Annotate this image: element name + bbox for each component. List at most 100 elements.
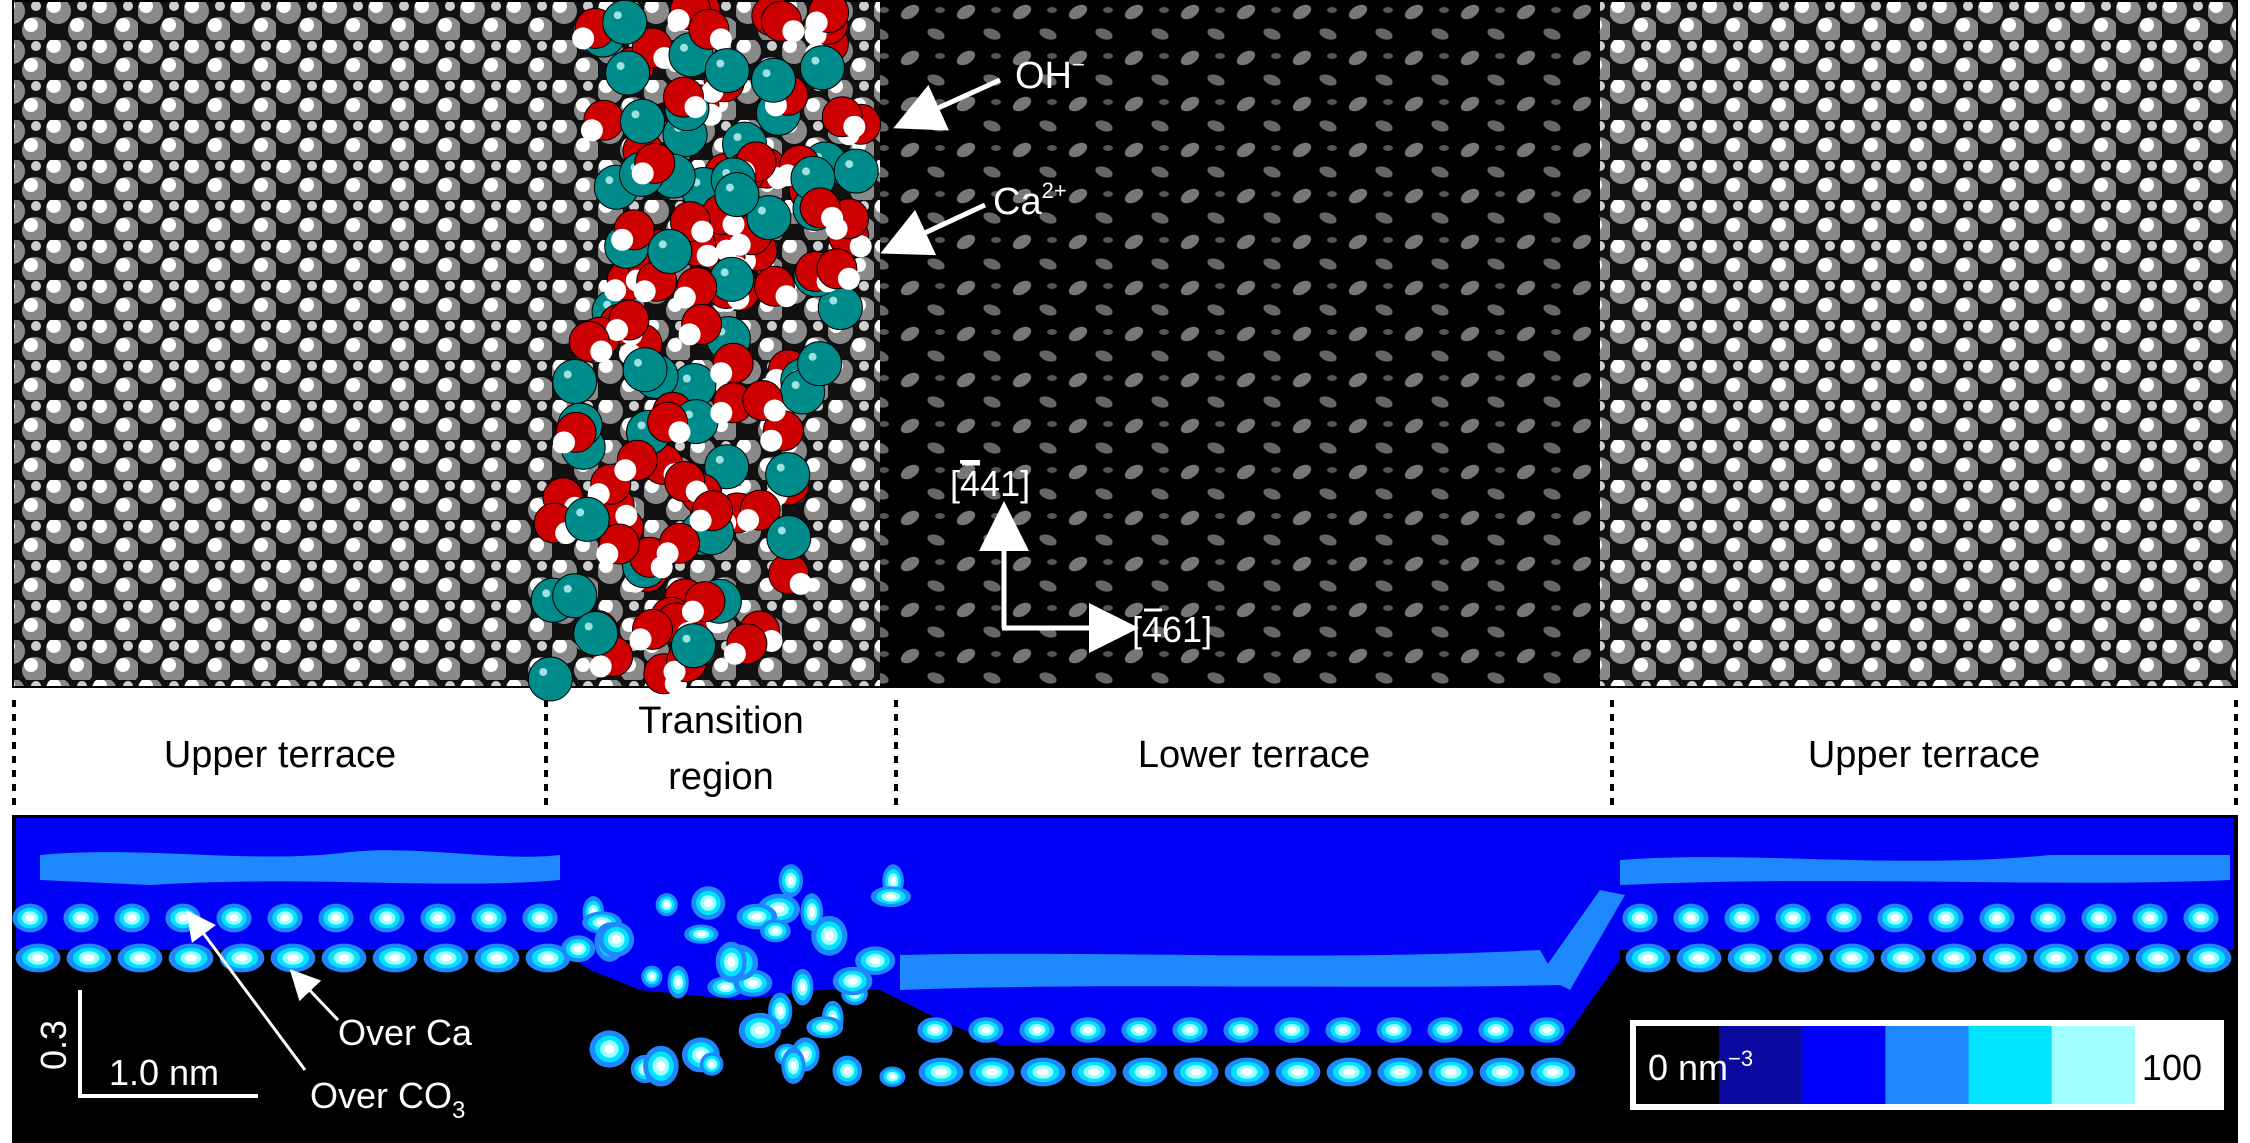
molecule [765, 452, 811, 498]
colorbar-strip [1636, 1026, 2219, 1104]
density-spot [684, 924, 719, 944]
density-spot [643, 1045, 679, 1087]
axis-right-label: [461] [1132, 609, 1212, 650]
molecular-snapshot: OH− Ca2+ [441] [461] [12, 0, 2238, 702]
lower-terrace-surface [880, 2, 1600, 686]
molecule [596, 523, 640, 565]
molecule [664, 461, 708, 503]
density-spot [879, 1066, 906, 1087]
step-edge-layer [1540, 890, 1625, 990]
density-spot [63, 903, 99, 933]
density-spot [471, 903, 507, 933]
molecule [681, 581, 726, 623]
density-spot [2135, 943, 2181, 973]
molecule [631, 142, 676, 185]
density-spot [420, 903, 456, 933]
density-spot [1325, 1017, 1361, 1043]
density-spot [423, 943, 469, 973]
ca-arrow [880, 202, 987, 256]
density-spot [811, 915, 848, 956]
density-spot [1071, 1057, 1117, 1087]
molecule [746, 195, 792, 241]
density-spot [870, 886, 912, 907]
density-spot [700, 1052, 724, 1076]
molecule [768, 553, 812, 595]
density-spot [1775, 903, 1811, 933]
density-spot [2084, 943, 2130, 973]
density-spot [641, 965, 663, 988]
molecule [833, 148, 879, 194]
density-spot [969, 1057, 1015, 1087]
region-transition-line2: region [668, 756, 774, 798]
molecule [754, 265, 798, 308]
density-spot [267, 903, 303, 933]
molecule [552, 573, 598, 619]
molecule [647, 228, 693, 274]
molecule [742, 380, 786, 422]
colorbar-bin [1802, 1026, 1886, 1104]
scale-bar-horizontal-label: 1.0 nm [109, 1052, 219, 1093]
oh-annotation: OH− [893, 52, 1085, 131]
density-spot [1121, 1017, 1157, 1043]
molecule [737, 489, 781, 532]
density-spot [1829, 943, 1875, 973]
density-spot [2186, 943, 2232, 973]
molecule [629, 608, 673, 651]
region-transition-line1: Transition [638, 700, 803, 742]
molecule [797, 341, 843, 387]
density-spot [738, 1012, 782, 1049]
density-spot [15, 943, 61, 973]
molecule [622, 347, 668, 393]
hydration-layer-lower [900, 950, 1560, 990]
region-lower-terrace: Lower terrace [1138, 734, 1370, 776]
molecule [553, 411, 597, 454]
density-spot [522, 903, 558, 933]
density-spot [1727, 943, 1773, 973]
density-spot [2033, 943, 2079, 973]
region-labels: Upper terrace Transition region Lower te… [12, 700, 2238, 805]
density-spot [270, 943, 316, 973]
molecule [606, 299, 650, 341]
density-spot [1019, 1017, 1055, 1043]
density-spot [321, 943, 367, 973]
density-spot [806, 1016, 844, 1039]
molecule [760, 0, 805, 43]
density-spot [1931, 943, 1977, 973]
colorbar-bin [1636, 1026, 1720, 1104]
ca-label: Ca2+ [993, 178, 1067, 223]
density-spot [1676, 943, 1722, 973]
colorbar: 0 nm−3 100 [1630, 1020, 2224, 1110]
density-spot [800, 893, 824, 931]
molecule [605, 50, 651, 96]
density-spot [1826, 903, 1862, 933]
density-spot [589, 1030, 630, 1068]
ca-annotation: Ca2+ [880, 178, 1067, 256]
molecule [611, 209, 655, 251]
density-spot [168, 943, 214, 973]
molecule [723, 623, 768, 665]
molecule [663, 76, 707, 119]
molecule [527, 656, 573, 702]
density-spot [918, 1057, 964, 1087]
density-spot [114, 903, 150, 933]
axis-up-label: [441] [950, 463, 1030, 504]
molecule [656, 522, 701, 565]
density-spot [1172, 1017, 1208, 1043]
over-ca-arrow [289, 969, 340, 1022]
region-upper-terrace-left: Upper terrace [164, 734, 396, 776]
density-spot [1529, 1017, 1565, 1043]
density-spot [165, 903, 201, 933]
density-spot [1880, 943, 1926, 973]
molecule [678, 303, 723, 346]
oh-label: OH− [1015, 52, 1085, 97]
molecule [671, 623, 716, 669]
molecule [816, 248, 860, 290]
molecule [704, 48, 750, 94]
density-spot [12, 903, 48, 933]
density-spot [1778, 943, 1824, 973]
density-spot [1224, 1057, 1270, 1087]
molecule [602, 0, 648, 45]
density-spot [667, 965, 689, 999]
density-spot [66, 943, 112, 973]
